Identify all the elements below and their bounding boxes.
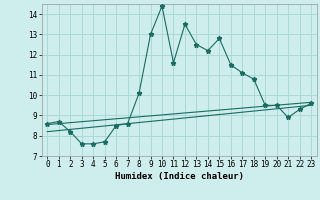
X-axis label: Humidex (Indice chaleur): Humidex (Indice chaleur) [115, 172, 244, 181]
